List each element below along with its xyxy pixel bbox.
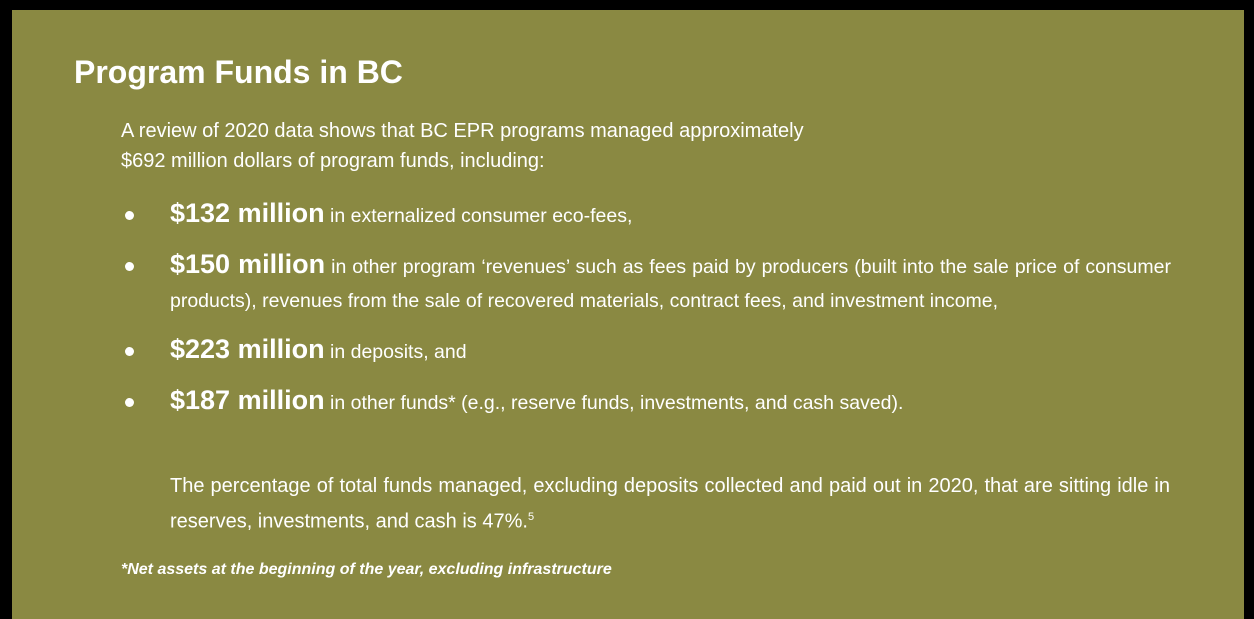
bullet-text: in other program ‘revenues’ such as fees… — [170, 256, 1171, 312]
intro-line: A review of 2020 data shows that BC EPR … — [121, 120, 804, 142]
bullet-item: $132 million in externalized consumer ec… — [121, 196, 1171, 233]
amount: $150 million — [170, 249, 326, 279]
bullet-text: in other funds* (e.g., reserve funds, in… — [330, 392, 904, 414]
amount: $187 million — [170, 385, 325, 415]
bullet-item: $150 million in other program ‘revenues’… — [121, 247, 1171, 318]
closing-paragraph: The percentage of total funds managed, e… — [170, 471, 1170, 538]
closing-text: The percentage of total funds managed, e… — [170, 475, 1170, 533]
intro-line: $692 million dollars of program funds, i… — [121, 150, 545, 172]
intro: A review of 2020 data shows that BC EPR … — [121, 116, 804, 176]
bullet-text: in deposits, and — [330, 341, 467, 363]
bullet-item: $187 million in other funds* (e.g., rese… — [121, 383, 1171, 420]
panel: Program Funds in BC A review of 2020 dat… — [12, 10, 1244, 619]
bullet-item: $223 million in deposits, and — [121, 332, 1171, 369]
title: Program Funds in BC — [74, 54, 403, 90]
footnote-ref: 5 — [527, 511, 535, 523]
footnote: *Net assets at the beginning of the year… — [121, 561, 612, 578]
amount: $223 million — [170, 334, 325, 364]
bullet-list: $132 million in externalized consumer ec… — [121, 196, 1171, 434]
amount: $132 million — [170, 198, 325, 228]
bullet-text: in externalized consumer eco-fees, — [330, 205, 633, 227]
